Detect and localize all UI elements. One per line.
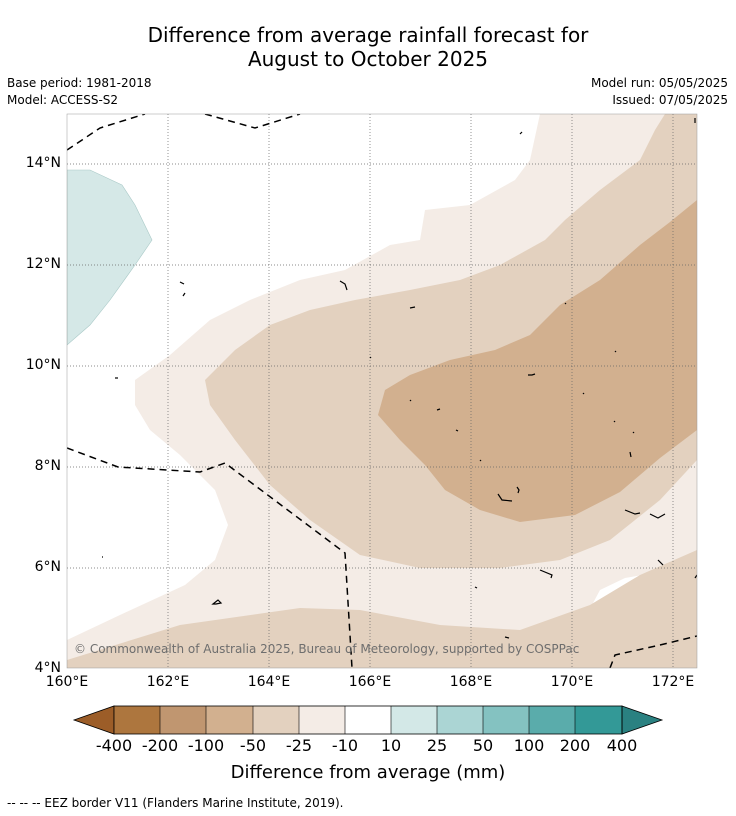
- map-area: © Commonwealth of Australia 2025, Bureau…: [67, 114, 697, 668]
- colorbar-segment: [299, 706, 345, 734]
- colorbar-segment: [483, 706, 529, 734]
- colorbar-tick-label: -200: [141, 736, 179, 755]
- model-text: Model: ACCESS-S2: [7, 93, 119, 107]
- colorbar-segment: [160, 706, 206, 734]
- chart-title-line2: August to October 2025: [247, 47, 489, 71]
- colorbar-segment: [437, 706, 483, 734]
- colorbar-tick-label: -400: [95, 736, 133, 755]
- colorbar-tick-label: 10: [380, 736, 402, 755]
- lon-label: 172°E: [651, 674, 695, 690]
- island-outlines: [102, 118, 697, 639]
- colorbar-extend-high: [621, 705, 664, 735]
- colorbar-tick-label: -100: [187, 736, 225, 755]
- eez-footnote: -- -- -- EEZ border V11 (Flanders Marine…: [7, 796, 344, 810]
- colorbar-segment: [253, 706, 299, 734]
- colorbar-tick-label: -50: [239, 736, 267, 755]
- lat-label: 10°N: [25, 357, 61, 373]
- lon-label: 162°E: [146, 674, 190, 690]
- lat-label: 12°N: [25, 256, 61, 272]
- colorbar-segment: [529, 706, 575, 734]
- lon-label: 166°E: [348, 674, 392, 690]
- lat-label: 4°N: [34, 660, 61, 676]
- colorbar-label: Difference from average (mm): [230, 762, 506, 783]
- model-run-text: Model run: 05/05/2025: [590, 76, 728, 90]
- rainfall-contour-minus50: [378, 200, 697, 522]
- colorbar-tick-label: 100: [513, 736, 545, 755]
- base-period-text: Base period: 1981-2018: [7, 76, 152, 90]
- rainfall-contour-plus10: [67, 169, 153, 346]
- colorbar-tick-label: -25: [285, 736, 313, 755]
- map-frame: [66, 113, 698, 669]
- lat-label: 14°N: [25, 155, 61, 171]
- issued-text: Issued: 07/05/2025: [612, 93, 728, 107]
- colorbar-tick-label: 200: [559, 736, 591, 755]
- copyright-notice: © Commonwealth of Australia 2025, Bureau…: [74, 642, 579, 656]
- colorbar-segment: [391, 706, 437, 734]
- colorbar-segment: [345, 706, 391, 734]
- lat-label: 6°N: [34, 559, 61, 575]
- lon-label: 168°E: [449, 674, 493, 690]
- lon-label: 160°E: [45, 674, 89, 690]
- eez-border-lines: [67, 114, 697, 668]
- colorbar-segment: [206, 706, 253, 734]
- rainfall-contour-minus25: [67, 114, 697, 668]
- colorbar-tick-label: 25: [426, 736, 448, 755]
- colorbar: [72, 705, 664, 735]
- map-gridlines: [67, 114, 697, 668]
- colorbar-segment: [114, 706, 160, 734]
- colorbar-segment: [575, 706, 622, 734]
- lon-label: 164°E: [247, 674, 291, 690]
- chart-title-line1: Difference from average rainfall forecas…: [147, 23, 589, 47]
- lon-label: 170°E: [550, 674, 594, 690]
- colorbar-extend-low: [72, 705, 115, 735]
- colorbar-tick-label: -10: [331, 736, 359, 755]
- colorbar-tick-label: 400: [606, 736, 638, 755]
- colorbar-tick-label: 50: [472, 736, 494, 755]
- lat-label: 8°N: [34, 458, 61, 474]
